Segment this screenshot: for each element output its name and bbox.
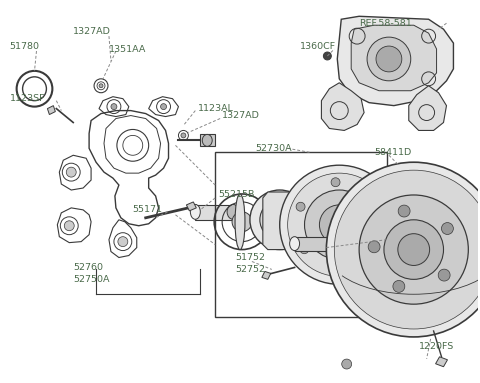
Circle shape (367, 37, 411, 81)
Circle shape (161, 104, 167, 110)
Text: 1360CF: 1360CF (300, 42, 336, 51)
Ellipse shape (202, 134, 212, 146)
Circle shape (288, 173, 391, 277)
Bar (195, 205, 233, 220)
Text: 52752: 52752 (235, 265, 265, 274)
Text: 1123AL: 1123AL (198, 104, 234, 113)
Bar (295, 237, 349, 250)
Ellipse shape (235, 194, 245, 250)
Circle shape (398, 205, 410, 217)
Text: 52750A: 52750A (73, 275, 110, 284)
Polygon shape (186, 202, 196, 211)
Circle shape (66, 167, 76, 177)
Circle shape (118, 237, 128, 247)
Circle shape (232, 212, 252, 232)
Polygon shape (200, 134, 215, 146)
Ellipse shape (227, 205, 239, 219)
Circle shape (270, 210, 289, 230)
Circle shape (64, 221, 74, 231)
Circle shape (300, 245, 309, 254)
Circle shape (319, 205, 359, 245)
Text: 58411D: 58411D (374, 148, 411, 157)
Circle shape (260, 200, 300, 240)
Circle shape (359, 195, 468, 304)
Circle shape (99, 84, 103, 88)
Circle shape (376, 46, 402, 72)
Circle shape (342, 359, 352, 369)
Circle shape (368, 241, 380, 253)
Ellipse shape (191, 205, 200, 219)
Polygon shape (435, 357, 447, 367)
Polygon shape (409, 86, 446, 131)
Circle shape (384, 220, 444, 279)
Text: 52730A: 52730A (255, 144, 291, 153)
Text: 55215B: 55215B (218, 190, 254, 200)
Circle shape (304, 190, 374, 260)
Circle shape (338, 263, 348, 272)
Text: 52760: 52760 (73, 263, 103, 272)
Text: 51780: 51780 (10, 42, 40, 51)
Circle shape (398, 234, 430, 265)
Circle shape (442, 223, 454, 234)
Circle shape (324, 52, 331, 60)
Polygon shape (262, 272, 271, 279)
Circle shape (181, 133, 186, 138)
Circle shape (250, 190, 310, 250)
Text: 1123SF: 1123SF (10, 94, 45, 103)
Polygon shape (263, 192, 298, 250)
Circle shape (393, 280, 405, 292)
Circle shape (280, 165, 399, 284)
Circle shape (326, 162, 480, 337)
Circle shape (370, 196, 379, 205)
Bar (215, 152, 387, 317)
Text: 51752: 51752 (235, 253, 265, 262)
Text: 1220FS: 1220FS (419, 342, 454, 351)
Circle shape (334, 170, 480, 329)
Circle shape (296, 202, 305, 211)
Circle shape (331, 178, 340, 187)
Ellipse shape (289, 237, 300, 250)
Polygon shape (48, 106, 55, 115)
Text: 1351AA: 1351AA (109, 44, 146, 54)
Text: REF.58-581: REF.58-581 (359, 19, 412, 28)
Text: 55171: 55171 (133, 205, 163, 214)
Polygon shape (351, 25, 437, 91)
Text: 1327AD: 1327AD (222, 111, 260, 120)
Text: 1327AD: 1327AD (73, 27, 111, 36)
Polygon shape (337, 16, 454, 106)
Circle shape (373, 238, 383, 247)
Circle shape (111, 104, 117, 110)
Polygon shape (322, 83, 364, 131)
Circle shape (438, 269, 450, 281)
